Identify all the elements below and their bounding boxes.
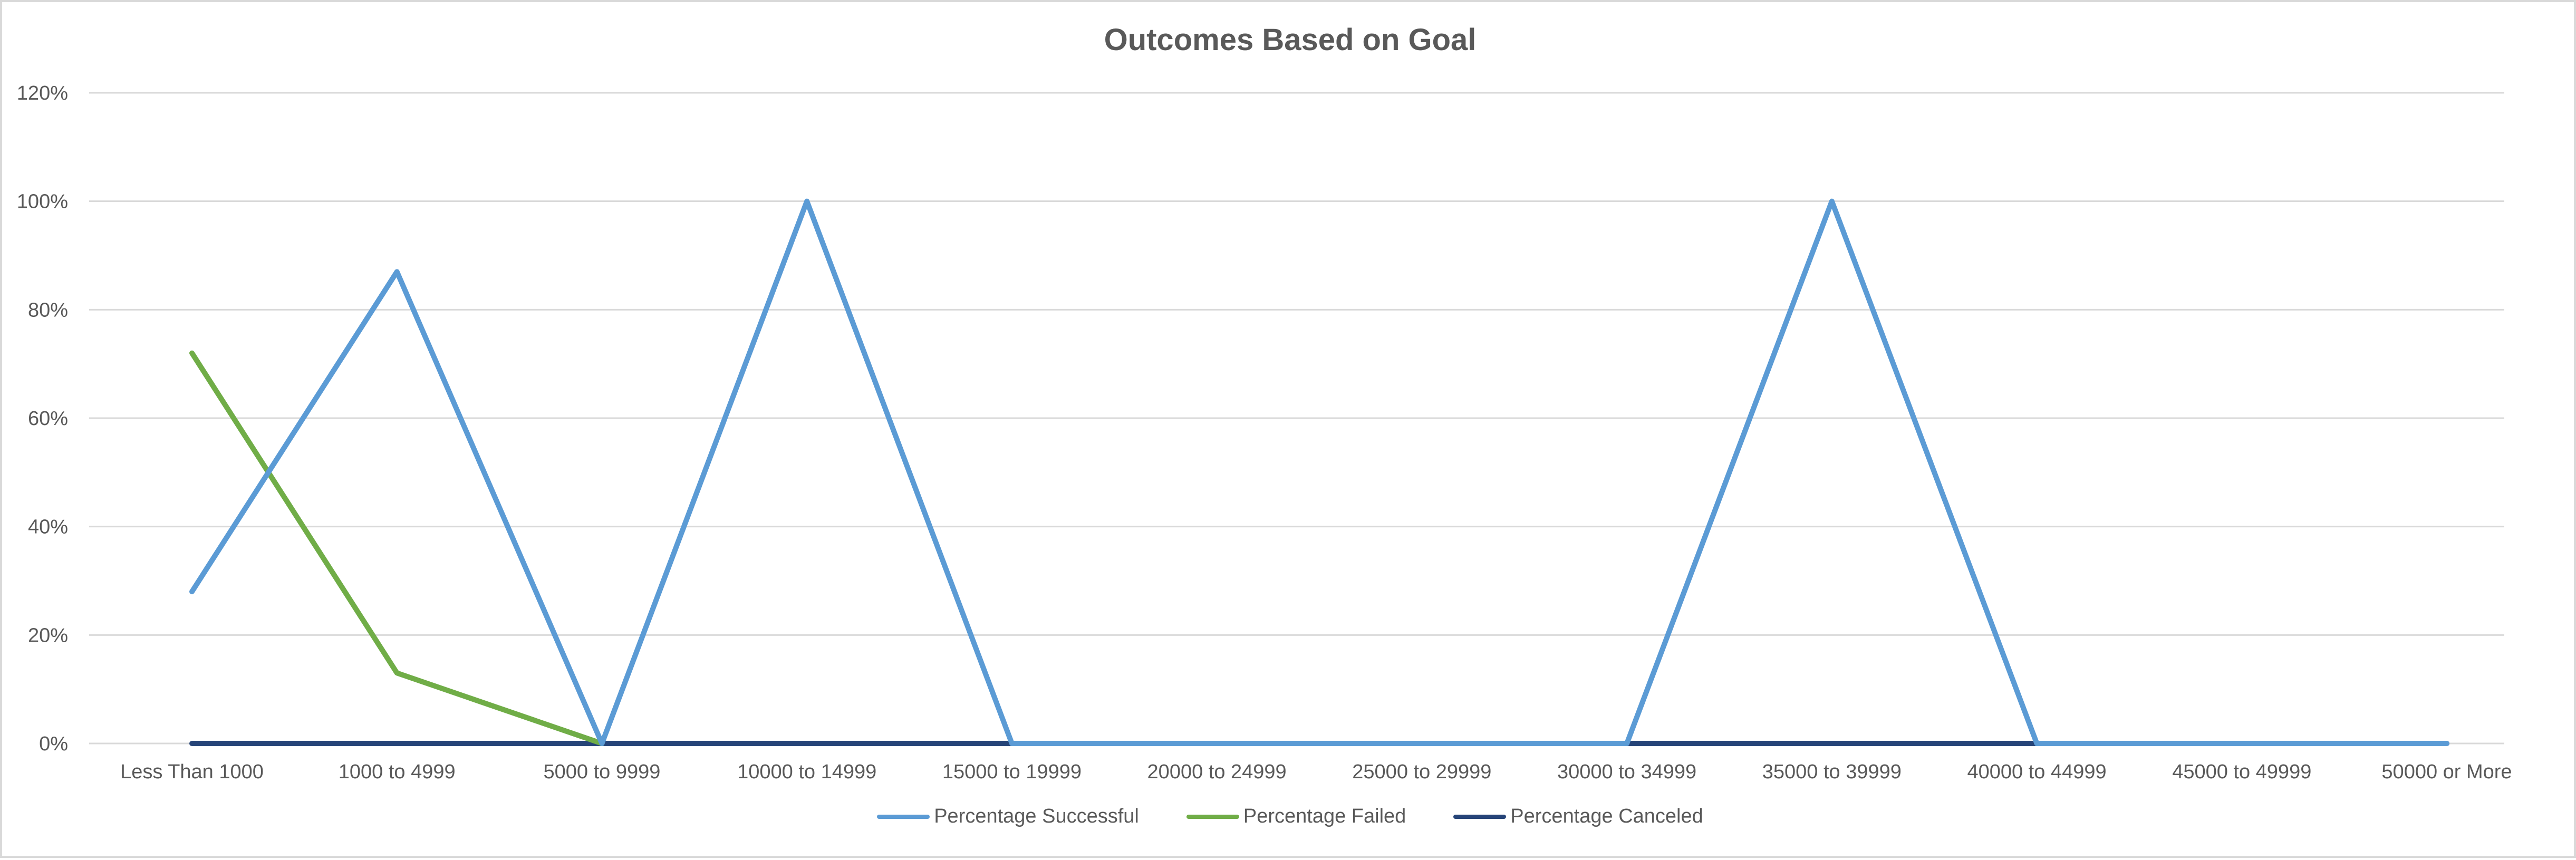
legend-item-failed: Percentage Failed [1186,805,1406,828]
y-tick-label: 120% [17,82,68,104]
x-tick-label: 15000 to 19999 [942,761,1082,783]
y-tick-label: 100% [17,191,68,213]
x-tick-label: 10000 to 14999 [737,761,876,783]
series-line-0 [189,198,2449,746]
y-tick-label: 20% [28,624,68,646]
x-tick-label: 20000 to 24999 [1147,761,1287,783]
x-tick-label: Less Than 1000 [120,761,264,783]
legend: Percentage Successful Percentage Failed … [2,805,2576,828]
x-tick-label: 5000 to 9999 [544,761,661,783]
y-tick-label: 0% [39,733,68,755]
legend-item-canceled: Percentage Canceled [1453,805,1703,828]
legend-label-failed: Percentage Failed [1243,805,1406,827]
y-axis-ticks: 0% 20% 40% 60% 80% 100% 120% [17,82,68,755]
y-tick-label: 80% [28,299,68,321]
legend-item-successful: Percentage Successful [877,805,1139,828]
x-tick-label: 40000 to 44999 [1967,761,2106,783]
x-tick-label: 35000 to 39999 [1762,761,1902,783]
legend-swatch-failed [1186,814,1239,819]
legend-label-successful: Percentage Successful [934,805,1139,827]
x-tick-label: 30000 to 34999 [1557,761,1696,783]
chart-title: Outcomes Based on Goal [1104,23,1477,57]
series-lines [189,198,2449,746]
gridlines [89,92,2504,745]
legend-swatch-successful [877,814,930,819]
y-tick-label: 40% [28,516,68,538]
legend-label-canceled: Percentage Canceled [1510,805,1703,827]
series-line-1 [189,350,605,746]
x-tick-label: 50000 or More [2381,761,2512,783]
x-axis-ticks: Less Than 1000 1000 to 4999 5000 to 9999 10… [120,761,2512,783]
x-tick-label: 25000 to 29999 [1352,761,1491,783]
legend-swatch-canceled [1453,814,1507,819]
x-tick-label: 45000 to 49999 [2172,761,2311,783]
y-tick-label: 60% [28,408,68,430]
x-tick-label: 1000 to 4999 [339,761,456,783]
